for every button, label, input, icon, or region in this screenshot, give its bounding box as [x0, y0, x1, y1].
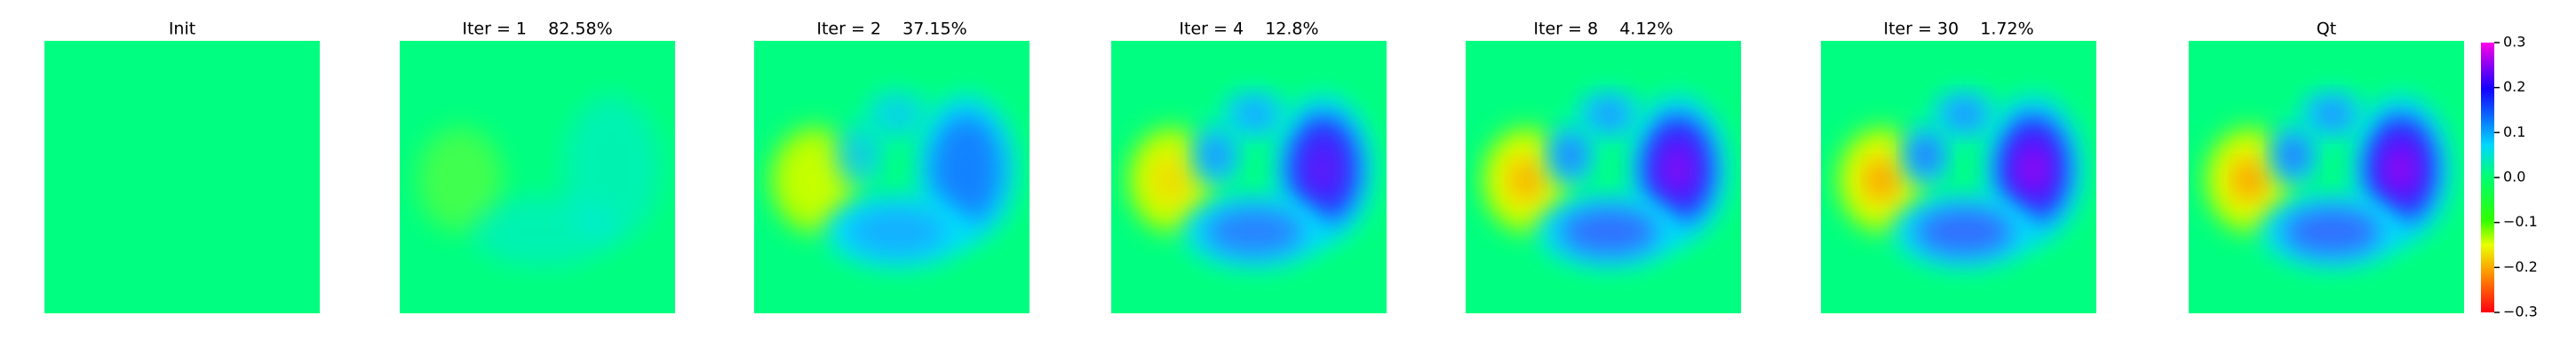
- heatmap-panel: [1111, 41, 1387, 313]
- heatmap-blob: [2282, 207, 2381, 256]
- heatmap-blob: [1914, 207, 2014, 256]
- heatmap-blob: [2386, 146, 2415, 191]
- panel-title: Iter = 8 4.12%: [1533, 20, 1673, 39]
- colorbar-tick-label: 0.2: [2503, 78, 2525, 95]
- heatmap-panel: [754, 41, 1030, 313]
- heatmap-blob: [2238, 166, 2261, 193]
- heatmap-blob: [1205, 207, 1304, 256]
- heatmap-blob: [2018, 146, 2047, 191]
- heatmap-blob: [844, 135, 874, 176]
- panel-title: Iter = 30 1.72%: [1883, 20, 2033, 39]
- heatmap-background: [44, 41, 320, 313]
- colorbar-tick-label: 0.0: [2503, 169, 2525, 185]
- heatmap-blob: [1234, 99, 1275, 130]
- heatmap-panel: [2189, 41, 2464, 313]
- heatmap-blob: [1588, 99, 1629, 130]
- heatmap-panel: [1466, 41, 1741, 313]
- heatmap-blob: [1911, 135, 1941, 176]
- colorbar-tick-label: −0.1: [2503, 213, 2538, 230]
- heatmap-blob: [417, 127, 504, 233]
- heatmap-blob: [2278, 135, 2309, 176]
- heatmap-blob: [1152, 155, 1192, 204]
- panel-title: Qt: [2317, 20, 2336, 39]
- heatmap-blob: [1201, 135, 1231, 176]
- heatmap-blob: [877, 99, 918, 130]
- colorbar-tick-label: −0.3: [2503, 304, 2538, 320]
- heatmap-blob: [1663, 146, 1692, 191]
- heatmap-blob: [847, 207, 947, 256]
- panel-title: Iter = 4 12.8%: [1179, 20, 1318, 39]
- heatmap-blob: [1871, 166, 1893, 193]
- heatmap-blob: [783, 142, 846, 217]
- heatmap-blob: [1555, 135, 1586, 176]
- colorbar: [2481, 43, 2494, 312]
- heatmap-blob: [1515, 166, 1538, 193]
- heatmap-blob: [2311, 99, 2352, 130]
- heatmap-blob: [471, 195, 615, 267]
- heatmap-blob: [930, 114, 1002, 224]
- heatmap-panel: [44, 41, 320, 313]
- heatmap-blob: [1308, 146, 1338, 191]
- colorbar-tick-label: −0.2: [2503, 258, 2538, 275]
- panel-title: Init: [169, 20, 195, 39]
- colorbar-tick-label: 0.3: [2503, 34, 2525, 51]
- heatmap-panel: [400, 41, 675, 313]
- colorbar-tick-label: 0.1: [2503, 123, 2525, 140]
- heatmap-panel: [1821, 41, 2096, 313]
- heatmap-blob: [1559, 207, 1658, 256]
- panel-title: Iter = 2 37.15%: [816, 20, 966, 39]
- heatmap-blob: [1944, 99, 1984, 130]
- panel-title: Iter = 1 82.58%: [462, 20, 612, 39]
